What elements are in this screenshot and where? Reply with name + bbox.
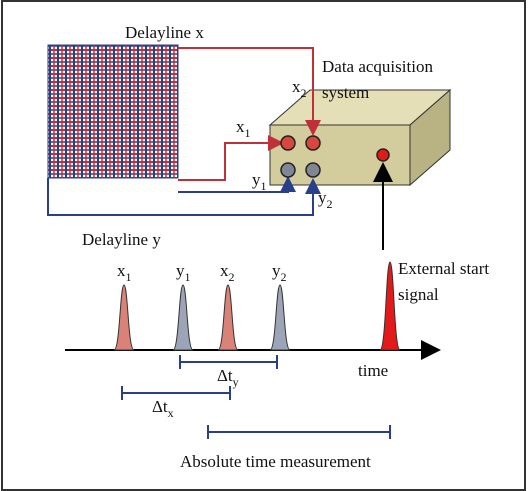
label-sub: x <box>168 406 174 420</box>
label-sub: 2 <box>327 197 333 211</box>
label-sub: 1 <box>126 270 132 284</box>
label-main: x <box>220 261 229 280</box>
label-main: y <box>176 261 185 280</box>
label: Delayline y <box>82 230 161 249</box>
label: time <box>358 361 388 380</box>
connectors <box>280 135 390 178</box>
connector-label: x2 <box>292 77 307 100</box>
label-sub: 2 <box>301 86 307 100</box>
label: Absolute time measurement <box>180 452 371 471</box>
label-sub: 1 <box>185 270 191 284</box>
wires <box>47 47 393 250</box>
label-main: Δt <box>217 366 233 385</box>
connector-label: x1 <box>236 117 251 140</box>
label-main: y <box>252 170 261 189</box>
intervals <box>121 355 391 439</box>
connector-label: y2 <box>318 188 333 211</box>
label-sub: 2 <box>229 270 235 284</box>
label-main: Δt <box>152 397 168 416</box>
label-sub: 2 <box>281 270 287 284</box>
label: External start <box>398 259 489 278</box>
interval-label: Δty <box>217 366 239 389</box>
connector-label: y1 <box>252 170 267 193</box>
label-main: x <box>236 117 245 136</box>
label: Delayline x <box>125 23 204 42</box>
label-main: x <box>292 77 301 96</box>
pulse-label: y1 <box>176 261 191 284</box>
label-main: y <box>318 188 327 207</box>
label: signal <box>398 285 439 304</box>
label-sub: 1 <box>245 126 251 140</box>
box <box>268 88 452 187</box>
interval-label: Δtx <box>152 397 174 420</box>
pulse-label: y2 <box>272 261 287 284</box>
label-main: y <box>272 261 281 280</box>
label-main: x <box>117 261 126 280</box>
label-sub: 1 <box>261 179 267 193</box>
label: Data acquisition <box>322 57 433 76</box>
pulses <box>65 261 441 360</box>
pulse-label: x2 <box>220 261 235 284</box>
delayline-grid <box>47 44 179 179</box>
pulse-label: x1 <box>117 261 132 284</box>
label: system <box>322 83 369 102</box>
label-sub: y <box>233 375 239 389</box>
